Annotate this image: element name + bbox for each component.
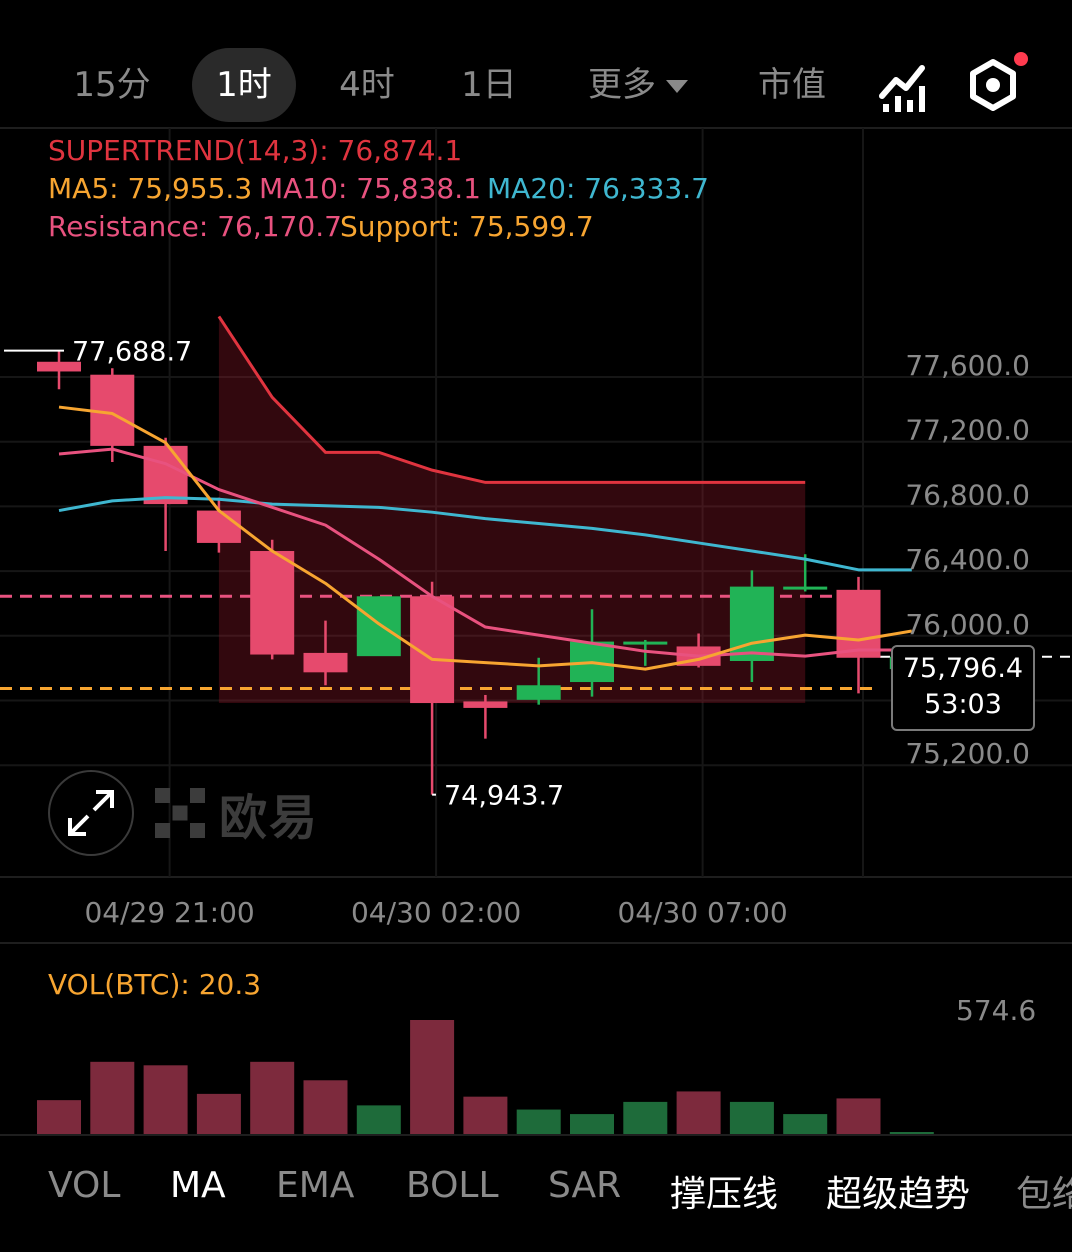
indicator-vol[interactable]: VOL bbox=[48, 1165, 121, 1206]
volume-bar[interactable] bbox=[356, 1105, 401, 1135]
x-axis-tick-label: 04/30 02:00 bbox=[351, 896, 521, 929]
logo-text: 欧易 bbox=[219, 790, 320, 846]
volume-bar[interactable] bbox=[196, 1093, 241, 1135]
tab-1h[interactable]: 1时 bbox=[192, 48, 296, 122]
candle-body[interactable] bbox=[729, 586, 774, 662]
tab-4h[interactable]: 4时 bbox=[339, 65, 395, 105]
resistance-legend: Resistance: 76,170.7 bbox=[48, 210, 342, 243]
tab-15min[interactable]: 15分 bbox=[73, 65, 151, 105]
ma20-legend: MA20: 76,333.7 bbox=[487, 172, 709, 205]
chevron-down-icon bbox=[666, 80, 688, 93]
indicator-support-resistance[interactable]: 撑压线 bbox=[670, 1174, 779, 1215]
indicator-ema[interactable]: EMA bbox=[276, 1165, 355, 1206]
volume-bar[interactable] bbox=[889, 1132, 934, 1135]
volume-bar[interactable] bbox=[250, 1061, 295, 1135]
volume-bar[interactable] bbox=[463, 1096, 508, 1135]
candle-body[interactable] bbox=[250, 551, 295, 655]
ma10-line bbox=[58, 447, 912, 658]
indicator-ma[interactable]: MA bbox=[170, 1165, 226, 1206]
settings-hexagon-icon[interactable] bbox=[958, 50, 1028, 120]
tab-more-dropdown[interactable]: 更多 bbox=[568, 48, 708, 122]
indicator-boll[interactable]: BOLL bbox=[406, 1165, 499, 1206]
ma20-line bbox=[58, 496, 912, 572]
candle-body[interactable] bbox=[37, 361, 81, 372]
candle-body[interactable] bbox=[303, 652, 348, 673]
supertrend-legend: SUPERTREND(14,3): 76,874.1 bbox=[48, 134, 463, 167]
volume-bar[interactable] bbox=[836, 1098, 881, 1135]
chart-type-icon[interactable] bbox=[868, 50, 938, 120]
support-legend: Support: 75,599.7 bbox=[340, 210, 594, 243]
current-price: 75,796.4 bbox=[902, 653, 1024, 684]
ma5-line bbox=[58, 405, 913, 671]
ma5-legend: MA5: 75,955.3 bbox=[48, 172, 253, 205]
candle-body[interactable] bbox=[516, 685, 561, 700]
volume-bar[interactable] bbox=[37, 1100, 81, 1135]
tab-1d[interactable]: 1日 bbox=[461, 65, 517, 105]
y-axis-tick-label: 77,200.0 bbox=[905, 414, 1030, 447]
y-axis-tick-label: 76,800.0 bbox=[905, 478, 1030, 511]
volume-bar[interactable] bbox=[676, 1091, 721, 1135]
x-axis-tick-label: 04/29 21:00 bbox=[84, 896, 254, 929]
volume-legend: VOL(BTC): 20.3 bbox=[48, 968, 262, 1001]
volume-bar[interactable] bbox=[783, 1114, 828, 1135]
y-axis-tick-label: 77,600.0 bbox=[905, 349, 1030, 382]
okx-logo-icon bbox=[155, 788, 205, 838]
candle-body[interactable] bbox=[196, 510, 241, 543]
y-axis-tick-label: 75,200.0 bbox=[905, 737, 1030, 770]
volume-bar[interactable] bbox=[303, 1080, 348, 1135]
tab-more-label: 更多 bbox=[588, 65, 656, 105]
candle-body[interactable] bbox=[463, 701, 508, 708]
volume-bar[interactable] bbox=[516, 1109, 561, 1135]
candle-body[interactable] bbox=[143, 445, 188, 505]
okx-watermark-logo: 欧易 bbox=[155, 788, 319, 846]
high-price-label: 77,688.7 bbox=[72, 337, 192, 368]
candle-body[interactable] bbox=[783, 586, 828, 590]
volume-bar[interactable] bbox=[729, 1101, 774, 1135]
indicator-bar: VOL MA EMA BOLL SAR 撑压线 超级趋势 包络 bbox=[0, 1140, 1072, 1240]
supertrend-band bbox=[218, 316, 806, 704]
y-axis-tick-label: 76,400.0 bbox=[905, 543, 1030, 576]
volume-bar[interactable] bbox=[410, 1020, 455, 1135]
volume-bar[interactable] bbox=[623, 1101, 668, 1135]
supertrend-line bbox=[217, 315, 806, 484]
candle-body[interactable] bbox=[623, 641, 668, 645]
volume-bar[interactable] bbox=[570, 1114, 614, 1135]
indicator-sar[interactable]: SAR bbox=[548, 1165, 622, 1206]
notification-dot bbox=[1014, 52, 1028, 66]
timeframe-tabs: 15分 1时 4时 1日 更多 市值 bbox=[0, 40, 1072, 130]
x-axis-tick-label: 04/30 07:00 bbox=[617, 896, 787, 929]
ma10-legend: MA10: 75,838.1 bbox=[259, 172, 481, 205]
current-price-box: 75,796.4 53:03 bbox=[891, 645, 1035, 731]
candle-body[interactable] bbox=[356, 596, 401, 657]
indicator-supertrend[interactable]: 超级趋势 bbox=[826, 1174, 971, 1215]
tab-market-cap[interactable]: 市值 bbox=[758, 65, 826, 105]
fullscreen-button[interactable] bbox=[48, 770, 134, 856]
y-axis-tick-label: 76,000.0 bbox=[905, 608, 1030, 641]
candle-body[interactable] bbox=[836, 589, 881, 658]
expand-arrows-icon bbox=[68, 790, 114, 836]
volume-bar[interactable] bbox=[90, 1061, 135, 1135]
volume-max-label: 574.6 bbox=[956, 994, 1037, 1027]
volume-bar[interactable] bbox=[143, 1065, 188, 1135]
indicator-envelope[interactable]: 包络 bbox=[1016, 1174, 1072, 1215]
candle-countdown: 53:03 bbox=[924, 689, 1002, 720]
low-price-label: 74,943.7 bbox=[444, 781, 564, 812]
